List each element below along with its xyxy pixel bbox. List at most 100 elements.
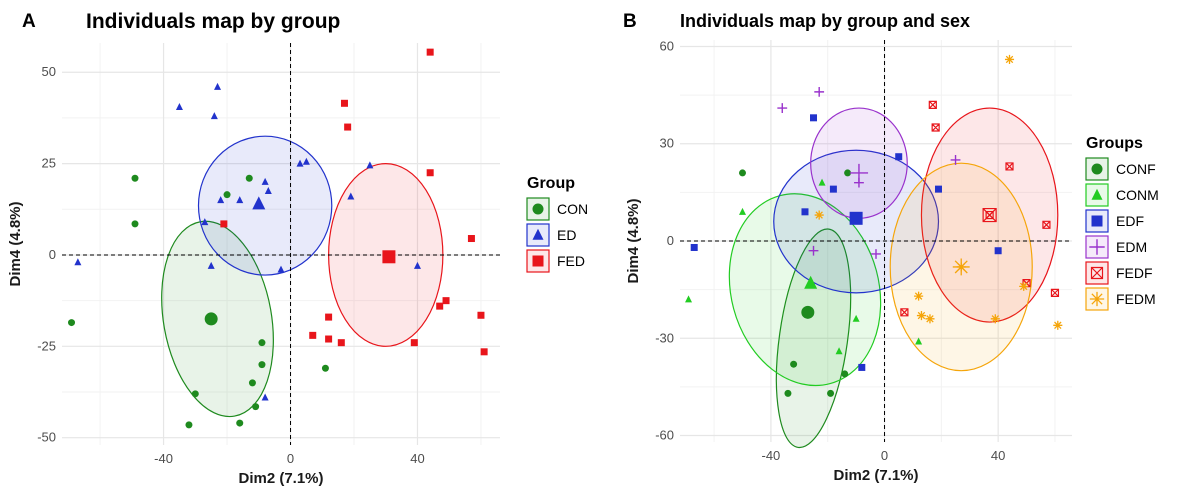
point-edf: [690, 243, 698, 251]
point-fed: [337, 339, 345, 347]
legend-marker: [1091, 215, 1103, 227]
point-fedm: [1004, 54, 1015, 65]
legend-b: Groups CONF CONM EDF EDM FEDF FEDM: [1085, 135, 1159, 311]
point-fed: [480, 348, 488, 356]
point-fed: [344, 123, 352, 131]
point-ed: [214, 82, 222, 90]
y-tick-label: 25: [42, 156, 56, 171]
y-axis-label: Dim4 (4.8%): [7, 201, 24, 286]
legend-label: FED: [557, 253, 585, 269]
point-ed: [261, 393, 269, 401]
point-ed: [347, 192, 355, 200]
y-tick-label: -50: [37, 430, 56, 445]
point-con: [131, 174, 139, 182]
point-fedm: [814, 210, 824, 220]
point-edf: [934, 185, 942, 193]
legend-item-con: CON: [526, 197, 588, 221]
point-fed: [477, 311, 485, 319]
point-fedm: [1019, 281, 1029, 291]
panel-a-title: Individuals map by group: [86, 10, 340, 33]
point-conm: [835, 347, 843, 355]
legend-item-fedm: FEDM: [1085, 287, 1156, 311]
legend-marker: [1089, 291, 1105, 307]
point-fedf: [900, 308, 909, 317]
panel-b-letter: B: [623, 11, 637, 32]
legend-a: Group CON ED FED: [526, 175, 588, 273]
point-fed: [467, 235, 475, 243]
legend-item-fed: FED: [526, 249, 585, 273]
y-tick-label: -25: [37, 338, 56, 353]
legend-marker: [1090, 266, 1104, 280]
point-fed: [340, 99, 348, 107]
confidence-ellipse-ed: [197, 135, 333, 276]
legend-label: CONM: [1116, 187, 1159, 203]
point-ed: [261, 177, 269, 185]
point-edf: [994, 247, 1002, 255]
point-ed: [201, 218, 209, 226]
centroid-conm: [804, 275, 818, 289]
point-edm: [950, 155, 961, 165]
point-conm: [852, 314, 860, 322]
point-fed: [426, 48, 434, 56]
point-fedm: [990, 314, 1000, 324]
point-fedm: [1053, 320, 1063, 330]
point-ed: [296, 159, 304, 167]
point-conm: [738, 207, 746, 215]
legend-label: EDF: [1116, 213, 1144, 229]
point-ed: [210, 112, 218, 120]
point-fed: [220, 220, 228, 228]
point-con: [252, 403, 260, 411]
legend-label: EDM: [1116, 239, 1147, 255]
y-tick-label: -60: [655, 428, 674, 443]
panel-b: B Individuals map by group and sex -40 0 4…: [623, 11, 1159, 484]
legend-marker: [1091, 188, 1103, 200]
centroid-fedf: [982, 207, 997, 223]
point-ed: [264, 187, 272, 195]
point-con: [185, 421, 193, 429]
legend-item-fedf: FEDF: [1085, 261, 1153, 285]
legend-item-conf: CONF: [1085, 157, 1156, 181]
point-conf: [784, 389, 792, 397]
point-fed: [436, 302, 444, 310]
point-ed: [366, 161, 374, 169]
point-ed: [302, 157, 310, 165]
point-con: [236, 419, 244, 427]
legend-item-edm: EDM: [1085, 235, 1147, 259]
point-ed: [175, 102, 183, 110]
point-fedf: [931, 123, 940, 132]
centroid-edf: [849, 211, 863, 225]
legend-item-edf: EDF: [1085, 209, 1144, 233]
centroid-edm: [849, 163, 869, 183]
point-edf: [801, 208, 809, 216]
x-tick-label: 0: [287, 451, 294, 466]
point-con: [248, 379, 256, 387]
x-tick-label: 40: [991, 448, 1005, 463]
centroid-conf: [801, 305, 815, 319]
point-conf: [827, 389, 835, 397]
point-edf: [895, 153, 903, 161]
legend-marker: [532, 228, 544, 240]
point-con: [258, 361, 266, 369]
point-con: [321, 364, 329, 372]
point-conm: [915, 337, 923, 345]
legend-label: ED: [557, 227, 576, 243]
point-ed: [236, 196, 244, 204]
point-ed: [207, 261, 215, 269]
legend-marker: [1089, 239, 1105, 255]
panel-a-letter: A: [22, 11, 36, 32]
panel-b-title: Individuals map by group and sex: [680, 11, 970, 31]
point-fed: [426, 169, 434, 177]
point-fed: [325, 313, 333, 321]
point-conf: [738, 169, 746, 177]
point-ed: [74, 258, 82, 266]
x-tick-label: -40: [762, 448, 781, 463]
legend-label: FEDM: [1116, 291, 1156, 307]
legend-marker: [532, 255, 544, 267]
x-tick-label: 0: [881, 448, 888, 463]
y-tick-label: -30: [655, 330, 674, 345]
point-fedm: [914, 291, 924, 301]
point-fed: [410, 339, 418, 347]
point-conm: [818, 178, 826, 186]
legend-marker: [532, 203, 544, 215]
